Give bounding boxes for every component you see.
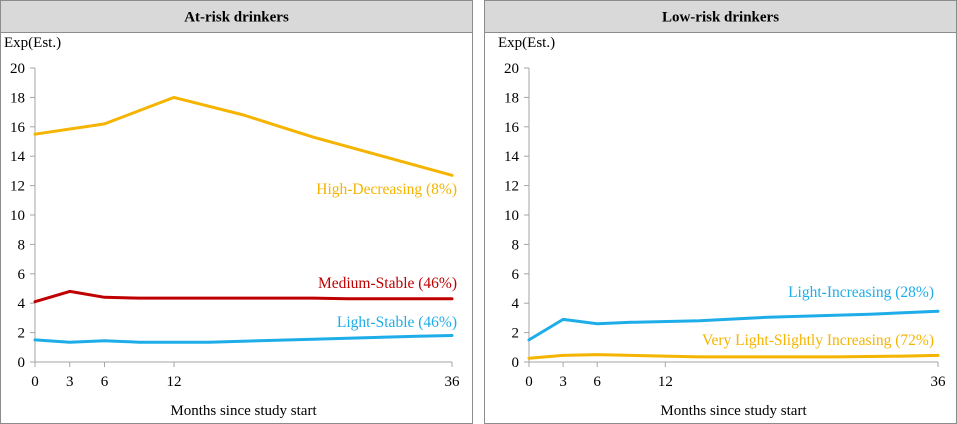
chart-panel-1: At-risk drinkers Exp(Est.) 0 2 4 6 8 10 12 14 16 18… [0, 0, 473, 424]
series-line-3 [33, 334, 454, 344]
y-tick-label: 20 [10, 61, 25, 77]
x-tick-label: 12 [167, 374, 182, 390]
y-tick-label: 6 [512, 267, 520, 283]
series-label-2: Medium-Stable (46%) [318, 275, 457, 292]
y-tick-label: 0 [18, 355, 26, 371]
y-tick-label: 4 [18, 296, 26, 312]
x-tick-label: 36 [445, 374, 461, 390]
y-axis-label: Exp(Est.) [498, 35, 555, 51]
y-tick-label: 18 [504, 90, 519, 106]
y-tick-label: 12 [504, 179, 519, 195]
y-tick-label: 16 [504, 120, 520, 136]
series-label-3: Light-Stable (46%) [337, 314, 457, 331]
x-tick-label: 0 [525, 374, 533, 390]
y-tick-label: 12 [10, 179, 25, 195]
panel-title-bar [0, 0, 473, 33]
series-line-1 [33, 95, 454, 177]
chart-title: Low-risk drinkers [662, 10, 779, 26]
panel-frame [484, 0, 957, 424]
x-tick-label: 6 [101, 374, 109, 390]
y-tick-label: 6 [18, 267, 26, 283]
series-line-2 [527, 353, 940, 360]
y-tick-label: 14 [504, 149, 520, 165]
y-tick-label: 18 [10, 90, 25, 106]
y-tick-label: 20 [504, 61, 519, 77]
y-tick-label: 8 [18, 237, 26, 253]
y-tick-label: 2 [512, 326, 520, 342]
y-tick-label: 0 [512, 355, 520, 371]
y-tick-label: 14 [10, 149, 26, 165]
x-tick-label: 36 [931, 374, 947, 390]
x-tick-label: 3 [559, 374, 567, 390]
x-axis-label: Months since study start [660, 403, 807, 419]
series-label-1: High-Decreasing (8%) [316, 181, 457, 198]
y-tick-label: 10 [10, 208, 25, 224]
chart-panel-2: Low-risk drinkers Exp(Est.) 0 2 4 6 8 10 12 14 16 1… [484, 0, 957, 424]
series-line-1 [527, 309, 940, 342]
series-label-1: Light-Increasing (28%) [788, 284, 934, 301]
chart-title: At-risk drinkers [184, 10, 289, 26]
y-tick-label: 10 [504, 208, 519, 224]
y-tick-label: 2 [18, 326, 26, 342]
x-axis-label: Months since study start [170, 403, 317, 419]
y-tick-label: 16 [10, 120, 26, 136]
x-tick-label: 12 [658, 374, 673, 390]
y-axis-label: Exp(Est.) [4, 35, 61, 51]
panel-frame [0, 0, 473, 424]
series-label-2: Very Light-Slightly Increasing (72%) [702, 332, 934, 349]
series-line-2 [33, 289, 454, 304]
y-tick-label: 8 [512, 237, 520, 253]
x-tick-label: 0 [31, 374, 39, 390]
x-tick-label: 3 [66, 374, 74, 390]
y-tick-label: 4 [512, 296, 520, 312]
x-tick-label: 6 [593, 374, 601, 390]
